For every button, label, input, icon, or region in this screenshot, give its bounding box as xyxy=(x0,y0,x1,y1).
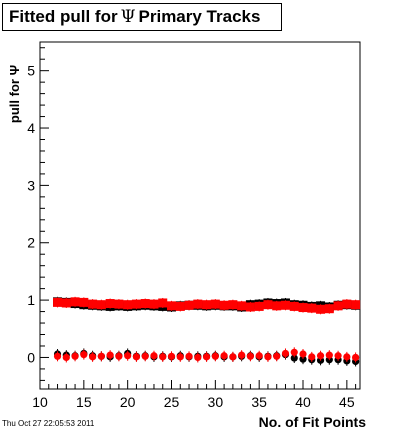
data-point xyxy=(210,299,220,309)
data-point xyxy=(280,300,290,310)
data-point xyxy=(131,299,141,309)
data-point xyxy=(97,352,105,360)
data-point xyxy=(237,301,247,311)
title-prefix: Fitted pull for xyxy=(9,7,118,26)
data-point xyxy=(167,301,177,311)
data-point xyxy=(123,300,133,310)
timestamp: Thu Oct 27 22:05:53 2011 xyxy=(2,419,95,428)
x-tick-label: 30 xyxy=(208,394,224,410)
data-point xyxy=(238,351,246,359)
data-point xyxy=(185,352,193,360)
data-point xyxy=(159,353,167,361)
data-point xyxy=(254,301,264,311)
data-point xyxy=(184,300,194,310)
data-point xyxy=(334,352,342,360)
data-point xyxy=(352,353,360,362)
x-tick-label: 40 xyxy=(295,394,311,410)
y-tick-label: 1 xyxy=(27,292,35,308)
data-point xyxy=(202,353,211,361)
data-point xyxy=(106,351,114,359)
data-point xyxy=(255,352,263,360)
data-point xyxy=(149,299,159,309)
title-suffix: Primary Tracks xyxy=(138,7,261,26)
x-tick-label: 10 xyxy=(32,394,48,410)
data-point xyxy=(351,300,361,310)
data-point xyxy=(124,352,132,360)
data-point xyxy=(194,353,202,362)
data-point xyxy=(80,350,88,359)
data-point xyxy=(140,299,150,309)
data-point xyxy=(246,352,255,360)
data-point xyxy=(333,301,343,311)
chart-title: Fitted pull for Ψ Primary Tracks xyxy=(2,3,282,31)
data-point xyxy=(343,353,351,361)
data-point xyxy=(202,300,212,310)
data-point xyxy=(62,353,70,362)
data-point xyxy=(89,353,97,361)
data-point xyxy=(96,300,106,310)
data-point xyxy=(342,299,352,309)
y-tick-label: 0 xyxy=(27,349,35,365)
data-point xyxy=(114,299,124,309)
data-point xyxy=(53,352,62,360)
data-point xyxy=(325,351,333,359)
data-point xyxy=(220,352,228,360)
x-axis-label: No. of Fit Points xyxy=(259,414,367,430)
data-point xyxy=(299,350,307,358)
data-point xyxy=(79,297,89,307)
y-tick-label: 5 xyxy=(27,63,35,79)
data-point xyxy=(132,353,141,361)
data-point xyxy=(105,299,115,309)
data-point xyxy=(299,355,307,363)
data-point xyxy=(61,298,71,308)
data-point xyxy=(141,352,149,360)
data-point xyxy=(88,299,98,309)
data-point xyxy=(167,352,176,360)
data-point xyxy=(316,304,326,314)
data-point xyxy=(219,300,229,310)
data-point xyxy=(176,353,184,361)
data-point xyxy=(150,352,158,360)
data-point xyxy=(273,352,281,360)
data-point xyxy=(316,352,325,360)
title-psi-symbol: Ψ xyxy=(120,7,136,27)
data-point xyxy=(289,301,299,311)
data-point xyxy=(53,297,63,307)
data-point xyxy=(158,298,168,308)
data-point xyxy=(211,352,219,360)
data-point xyxy=(263,300,273,310)
data-point xyxy=(228,300,238,310)
data-point xyxy=(70,297,80,307)
x-tick-label: 25 xyxy=(164,394,180,410)
data-point xyxy=(324,304,334,314)
data-point xyxy=(115,352,123,360)
data-point xyxy=(290,348,298,356)
y-axis-label: pull for Ψ xyxy=(7,65,22,123)
data-point xyxy=(264,353,272,361)
data-point xyxy=(298,303,308,313)
data-point xyxy=(307,303,317,313)
data-point xyxy=(229,353,237,361)
y-tick-label: 4 xyxy=(27,120,35,136)
series-2 xyxy=(53,347,360,363)
y-tick-label: 2 xyxy=(27,235,35,251)
data-point xyxy=(71,352,79,360)
data-point xyxy=(245,302,255,312)
x-tick-label: 35 xyxy=(251,394,267,410)
data-point xyxy=(308,353,316,361)
data-point xyxy=(175,301,185,311)
plot-frame xyxy=(39,41,361,390)
data-point xyxy=(290,354,298,362)
x-tick-label: 15 xyxy=(76,394,92,410)
series-3 xyxy=(53,296,361,315)
data-point xyxy=(281,349,290,358)
data-point xyxy=(272,301,282,311)
data-point xyxy=(193,299,203,309)
y-tick-label: 3 xyxy=(27,177,35,193)
x-tick-label: 45 xyxy=(339,394,355,410)
x-tick-label: 20 xyxy=(120,394,136,410)
